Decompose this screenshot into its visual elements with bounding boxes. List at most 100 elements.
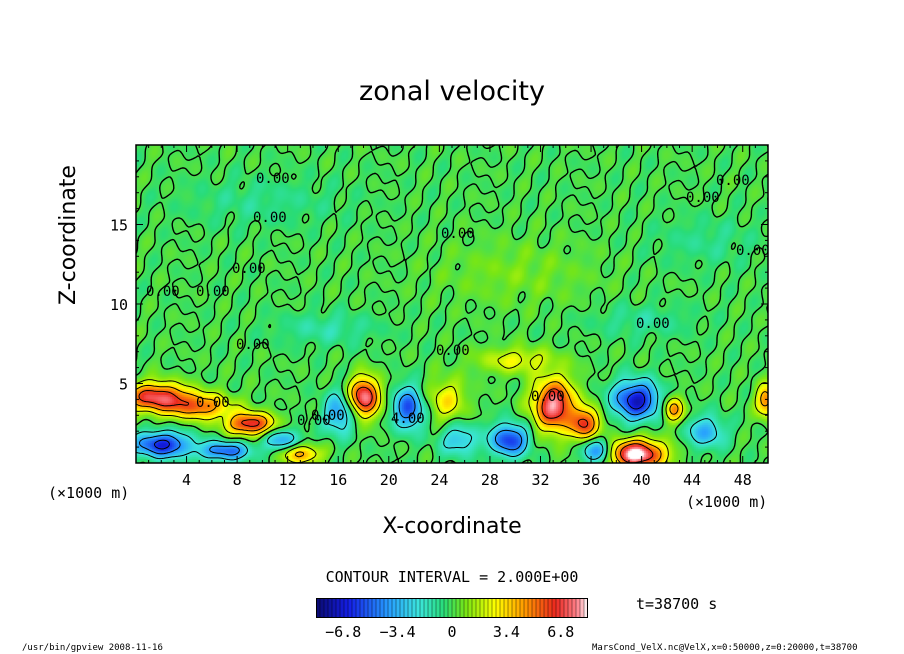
colorbar-cell [324,598,329,618]
x-tick-label: 32 [531,471,549,489]
x-tick-label: 24 [430,471,448,489]
plot-area: 0.00 0.00 0.00 0.00 0.00 0.00 0.00 0.00 0.00 0.00… [136,145,768,463]
colorbar-tick-label: 6.8 [547,623,574,641]
colorbar-cell [336,598,341,618]
colorbar-cell [376,598,381,618]
x-axis-label: X-coordinate [382,514,522,539]
colorbar-cell [380,598,385,618]
contour-label: 0.00 [436,343,470,359]
colorbar-cell [540,598,545,618]
colorbar-cell [528,598,533,618]
x-tick-label: 12 [279,471,297,489]
colorbar-cell [520,598,525,618]
colorbar-cell [476,598,481,618]
colorbar-cell [548,598,553,618]
contour-label: 0.00 [146,284,180,300]
contour-label: 0.00 [253,210,287,226]
colorbar-cell [564,598,569,618]
contour-label: 0.00 [256,171,290,187]
colorbar-cell [424,598,429,618]
colorbar-cell [400,598,405,618]
contour-label: 0.00 [196,284,230,300]
colorbar-cell [536,598,541,618]
contour-label: 0.00 [311,408,345,424]
colorbar-frame [316,598,588,618]
colorbar-cell [404,598,409,618]
colorbar-cell [584,598,588,618]
colorbar-cell [448,598,453,618]
colorbar-cell [492,598,497,618]
x-unit-right: (×1000 m) [686,493,768,511]
colorbar-cell [464,598,469,618]
footer-program: /usr/bin/gpview 2008-11-16 [22,643,163,653]
colorbar-cell [568,598,573,618]
contour-label: 0.00 [736,243,768,259]
contour-label: 0.00 [196,395,230,411]
colorbar-cell [468,598,473,618]
contour-label: 0.00 [441,226,475,242]
colorbar-cell [496,598,501,618]
contour-interval: CONTOUR INTERVAL = 2.000E+00 [325,568,579,586]
contour-line-0 [136,145,768,463]
colorbar-cell [456,598,461,618]
colorbar-cell [488,598,493,618]
chart-title: zonal velocity [359,76,545,107]
x-tick-label: 16 [329,471,347,489]
colorbar-cell [420,598,425,618]
colorbar-cell [552,598,557,618]
colorbar-cell [580,598,585,618]
colorbar-tick-label: 0 [447,623,456,641]
x-tick-label: 36 [582,471,600,489]
time-label: t=38700 s [636,595,718,613]
colorbar-cell [328,598,333,618]
colorbar-cell [384,598,389,618]
colorbar-cell [524,598,529,618]
colorbar-cell [436,598,441,618]
contour-label: 0.00 [686,190,720,206]
contour-label: 0.00 [236,337,270,353]
colorbar-cell [316,598,321,618]
contour-label: 0.00 [716,173,750,189]
x-tick-label: 28 [481,471,499,489]
colorbar-cell [560,598,565,618]
colorbar-cell [332,598,337,618]
colorbar-cell [444,598,449,618]
colorbar-cell [460,598,465,618]
colorbar-tick-label: −3.4 [380,623,416,641]
colorbar-cell [396,598,401,618]
colorbar-cell [516,598,521,618]
x-tick-label: 40 [633,471,651,489]
colorbar-cell [472,598,477,618]
colorbar-cell [368,598,373,618]
colorbar-cell [572,598,577,618]
x-unit-left: (×1000 m) [48,484,130,502]
contour-overlay: 0.00 0.000.000.000.000.00 0.000.000.000.00… [136,145,768,463]
footer-source: MarsCond_VelX.nc@VelX,x=0:50000,z=0:2000… [592,643,858,653]
colorbar-cell [532,598,537,618]
contour-label: 0.00 [636,316,670,332]
colorbar-cell [356,598,361,618]
colorbar-tick-label: −6.8 [325,623,361,641]
colorbar-cell [544,598,549,618]
colorbar-cell [348,598,353,618]
colorbar-cell [480,598,485,618]
y-axis-label: Z-coordinate [56,165,81,305]
colorbar-cell [512,598,517,618]
contour-label: 4.00 [391,411,425,427]
colorbar-cell [408,598,413,618]
x-tick-label: 44 [683,471,701,489]
x-tick-label: 4 [182,471,191,489]
colorbar-cell [412,598,417,618]
colorbar-svg [316,598,588,618]
colorbar-tick-label: 3.4 [493,623,520,641]
contour-line-4 [136,380,768,463]
colorbar-cell [500,598,505,618]
colorbar-cell [364,598,369,618]
contour-label: 0.00 [531,389,565,405]
y-tick-label: 10 [110,296,128,314]
colorbar-cell [428,598,433,618]
colorbar-cell [432,598,437,618]
colorbar-cell [320,598,325,618]
colorbar-cell [508,598,513,618]
colorbar-cell [392,598,397,618]
